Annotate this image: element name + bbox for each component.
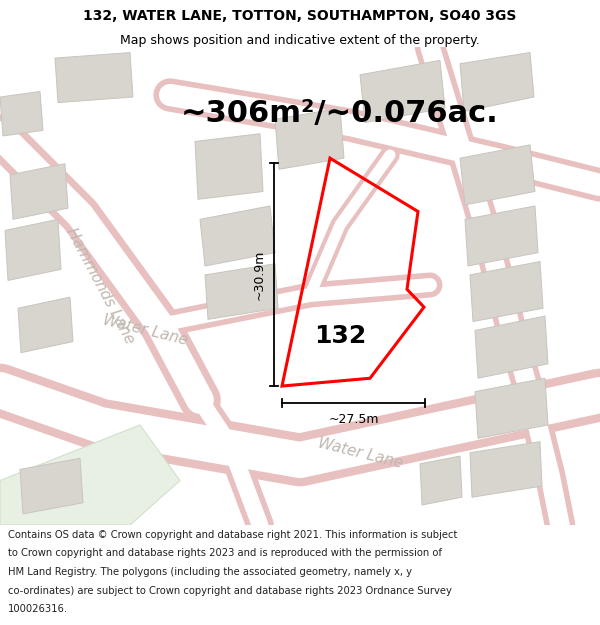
Text: Hammonds Lane: Hammonds Lane (63, 226, 137, 346)
Polygon shape (275, 108, 344, 169)
Polygon shape (20, 458, 83, 514)
Text: Contains OS data © Crown copyright and database right 2021. This information is : Contains OS data © Crown copyright and d… (8, 530, 457, 540)
Text: ~306m²/~0.076ac.: ~306m²/~0.076ac. (181, 99, 499, 128)
Text: HM Land Registry. The polygons (including the associated geometry, namely x, y: HM Land Registry. The polygons (includin… (8, 567, 412, 577)
Text: ~30.9m: ~30.9m (253, 249, 266, 299)
Polygon shape (200, 206, 275, 266)
Polygon shape (470, 261, 543, 322)
Text: 100026316.: 100026316. (8, 604, 68, 614)
Polygon shape (195, 134, 263, 199)
Polygon shape (0, 425, 180, 525)
Text: to Crown copyright and database rights 2023 and is reproduced with the permissio: to Crown copyright and database rights 2… (8, 549, 442, 559)
Polygon shape (10, 164, 68, 219)
Polygon shape (470, 442, 542, 498)
Polygon shape (0, 91, 43, 136)
Polygon shape (5, 219, 61, 281)
Text: Water Lane: Water Lane (316, 435, 404, 471)
Text: co-ordinates) are subject to Crown copyright and database rights 2023 Ordnance S: co-ordinates) are subject to Crown copyr… (8, 586, 452, 596)
Text: 132, WATER LANE, TOTTON, SOUTHAMPTON, SO40 3GS: 132, WATER LANE, TOTTON, SOUTHAMPTON, SO… (83, 9, 517, 23)
Text: 132: 132 (314, 324, 366, 348)
Text: Map shows position and indicative extent of the property.: Map shows position and indicative extent… (120, 34, 480, 47)
Polygon shape (360, 61, 445, 122)
Polygon shape (460, 145, 535, 205)
Polygon shape (205, 264, 278, 319)
Polygon shape (475, 316, 548, 378)
Polygon shape (18, 297, 73, 352)
Polygon shape (55, 52, 133, 102)
Polygon shape (465, 206, 538, 266)
Polygon shape (475, 378, 548, 438)
Text: Water Lane: Water Lane (101, 312, 189, 348)
Polygon shape (420, 456, 462, 505)
Text: ~27.5m: ~27.5m (328, 412, 379, 426)
Polygon shape (460, 52, 534, 111)
